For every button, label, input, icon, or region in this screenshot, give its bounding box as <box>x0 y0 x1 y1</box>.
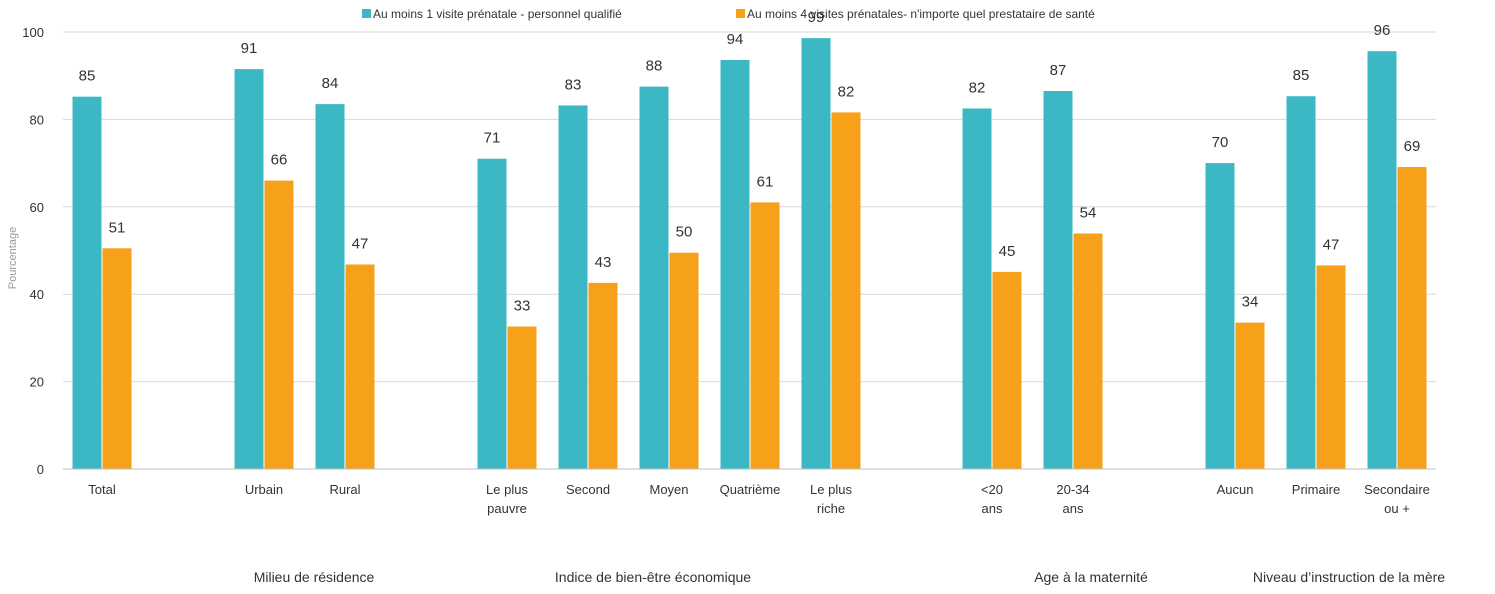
x-tick-label: Quatrième <box>720 482 781 497</box>
x-tick-label: riche <box>817 501 845 516</box>
x-tick-label: Le plus <box>486 482 528 497</box>
x-tick-label: Aucun <box>1217 482 1254 497</box>
bar-series-1 <box>1043 90 1073 470</box>
data-label: 66 <box>271 152 288 169</box>
bar-series-1 <box>1205 163 1235 469</box>
data-label: 33 <box>514 298 531 315</box>
data-label: 51 <box>109 219 126 236</box>
y-tick-label: 60 <box>30 200 44 215</box>
x-tick-label: Second <box>566 482 610 497</box>
data-label: 47 <box>352 235 369 252</box>
x-tick-label: Total <box>88 482 116 497</box>
data-label: 45 <box>999 243 1016 260</box>
y-axis-title: Pourcentage <box>7 227 19 289</box>
bar-series-2 <box>102 248 132 469</box>
x-group-label: Indice de bien-être économique <box>555 569 751 585</box>
y-tick-label: 40 <box>30 287 44 302</box>
bar-series-1 <box>801 38 831 469</box>
data-label: 47 <box>1323 236 1340 253</box>
bar-series-2 <box>345 264 375 469</box>
bar-series-1 <box>477 158 507 470</box>
data-label: 96 <box>1374 22 1391 39</box>
data-label: 84 <box>322 75 339 92</box>
x-tick-label: ans <box>982 501 1003 516</box>
x-group-label: Milieu de résidence <box>254 569 375 585</box>
bar-series-1 <box>639 86 669 469</box>
data-label: 71 <box>484 130 501 147</box>
bar-series-2 <box>264 180 294 469</box>
bar-series-2 <box>1316 265 1346 469</box>
data-label: 50 <box>676 224 693 241</box>
legend-swatch <box>736 9 745 18</box>
bar-series-2 <box>750 202 780 469</box>
bar-series-1 <box>720 59 750 470</box>
bar-series-2 <box>992 271 1022 469</box>
x-group-label: Age à la maternité <box>1034 569 1148 585</box>
x-tick-label: ou + <box>1384 501 1410 516</box>
legend-entry: Au moins 1 visite prénatale - personnel … <box>373 7 622 21</box>
legend: Au moins 1 visite prénatale - personnel … <box>362 7 1095 21</box>
data-label: 61 <box>757 173 774 190</box>
y-tick-label: 100 <box>22 25 44 40</box>
data-label: 85 <box>1293 67 1310 84</box>
x-tick-label: ans <box>1063 501 1084 516</box>
x-tick-label: Moyen <box>649 482 688 497</box>
bar-series-1 <box>1367 51 1397 470</box>
bars <box>72 38 1427 470</box>
x-tick-label: Urbain <box>245 482 283 497</box>
value-labels: 85 91 84 71 83 88 94 99 82 87 70 85 96 51 66 47 33 43 50 61… <box>79 9 1421 314</box>
bar-series-1 <box>234 69 264 470</box>
bar-series-1 <box>72 96 102 470</box>
x-tick-label: <20 <box>981 482 1003 497</box>
bar-series-2 <box>831 112 861 470</box>
axes: 0 20 40 60 80 100 Total Urbain Rural Le plus pauvr… <box>22 25 1445 585</box>
bar-series-2 <box>1397 167 1427 469</box>
data-label: 94 <box>727 31 744 48</box>
data-label: 69 <box>1404 138 1421 155</box>
bar-series-1 <box>315 104 345 469</box>
y-tick-label: 0 <box>37 462 44 477</box>
bar-series-2 <box>1235 322 1265 469</box>
bar-series-2 <box>588 282 618 469</box>
data-label: 91 <box>241 40 258 57</box>
bar-series-1 <box>558 105 588 469</box>
x-tick-label: Secondaire <box>1364 482 1430 497</box>
data-label: 54 <box>1080 204 1097 221</box>
data-label: 82 <box>838 83 855 100</box>
data-label: 87 <box>1050 62 1067 79</box>
bar-series-2 <box>1073 233 1103 469</box>
x-tick-label: pauvre <box>487 501 527 516</box>
bar-series-1 <box>1286 96 1316 469</box>
bar-series-2 <box>669 252 699 469</box>
x-tick-label: Le plus <box>810 482 852 497</box>
x-tick-label: 20-34 <box>1056 482 1089 497</box>
data-label: 70 <box>1212 134 1229 151</box>
x-tick-label: Primaire <box>1292 482 1340 497</box>
data-label: 85 <box>79 68 96 85</box>
x-tick-label: Rural <box>329 482 360 497</box>
data-label: 88 <box>646 58 663 75</box>
y-tick-label: 20 <box>30 375 44 390</box>
data-label: 34 <box>1242 294 1259 311</box>
bar-series-1 <box>962 108 992 469</box>
legend-swatch <box>362 9 371 18</box>
x-group-label: Niveau d’instruction de la mère <box>1253 569 1445 585</box>
data-label: 82 <box>969 79 986 96</box>
data-label: 83 <box>565 76 582 93</box>
data-label: 43 <box>595 254 612 271</box>
legend-entry: Au moins 4 visites prénatales- n'importe… <box>747 7 1095 21</box>
bar-series-2 <box>507 326 537 469</box>
y-tick-label: 80 <box>30 112 44 127</box>
data-label: 99 <box>808 9 825 26</box>
